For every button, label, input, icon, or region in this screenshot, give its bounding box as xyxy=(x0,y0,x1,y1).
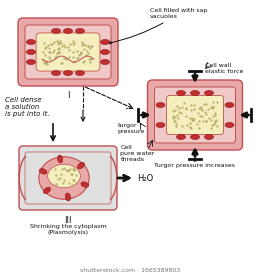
Ellipse shape xyxy=(177,134,185,139)
Ellipse shape xyxy=(81,182,89,187)
Ellipse shape xyxy=(75,29,84,34)
FancyBboxPatch shape xyxy=(166,95,224,134)
Ellipse shape xyxy=(48,164,80,188)
Ellipse shape xyxy=(191,90,199,95)
Ellipse shape xyxy=(156,102,165,108)
Ellipse shape xyxy=(205,90,213,95)
Ellipse shape xyxy=(75,71,84,76)
Ellipse shape xyxy=(57,155,63,163)
Ellipse shape xyxy=(51,71,61,76)
Ellipse shape xyxy=(101,50,109,55)
Text: Cell filled with sap
vacuoles: Cell filled with sap vacuoles xyxy=(109,8,207,44)
Ellipse shape xyxy=(43,187,50,193)
Ellipse shape xyxy=(27,39,36,45)
Text: III: III xyxy=(64,216,72,225)
Text: Turgor pressure increases: Turgor pressure increases xyxy=(154,163,236,168)
Ellipse shape xyxy=(27,50,36,55)
FancyBboxPatch shape xyxy=(36,33,100,71)
Text: turgor
pressure: turgor pressure xyxy=(118,123,145,134)
Text: Cell dense
a solution
is put into it.: Cell dense a solution is put into it. xyxy=(5,97,50,117)
Text: shutterstock.com · 1665389803: shutterstock.com · 1665389803 xyxy=(80,268,180,273)
Ellipse shape xyxy=(39,157,89,199)
Text: Cell
pure water
threads: Cell pure water threads xyxy=(120,145,155,162)
Ellipse shape xyxy=(39,169,47,174)
Text: Cell wall
elastic force: Cell wall elastic force xyxy=(205,63,243,74)
Ellipse shape xyxy=(101,39,109,45)
Ellipse shape xyxy=(156,123,165,127)
Ellipse shape xyxy=(63,71,73,76)
FancyBboxPatch shape xyxy=(25,25,111,79)
Ellipse shape xyxy=(51,29,61,34)
Ellipse shape xyxy=(177,90,185,95)
Ellipse shape xyxy=(205,134,213,139)
FancyBboxPatch shape xyxy=(147,80,243,150)
Ellipse shape xyxy=(101,60,109,64)
FancyBboxPatch shape xyxy=(18,18,118,86)
Ellipse shape xyxy=(191,134,199,139)
Ellipse shape xyxy=(27,60,36,64)
FancyBboxPatch shape xyxy=(154,87,236,143)
Text: II: II xyxy=(192,155,198,164)
Ellipse shape xyxy=(225,123,234,127)
Text: Shrinking the cytoplasm
(Plasmolysis): Shrinking the cytoplasm (Plasmolysis) xyxy=(30,224,106,235)
Text: I: I xyxy=(67,91,69,100)
Ellipse shape xyxy=(225,102,234,108)
Ellipse shape xyxy=(77,162,84,169)
Ellipse shape xyxy=(65,193,70,201)
Ellipse shape xyxy=(63,29,73,34)
FancyBboxPatch shape xyxy=(19,146,117,210)
Text: H₂O: H₂O xyxy=(137,174,153,183)
